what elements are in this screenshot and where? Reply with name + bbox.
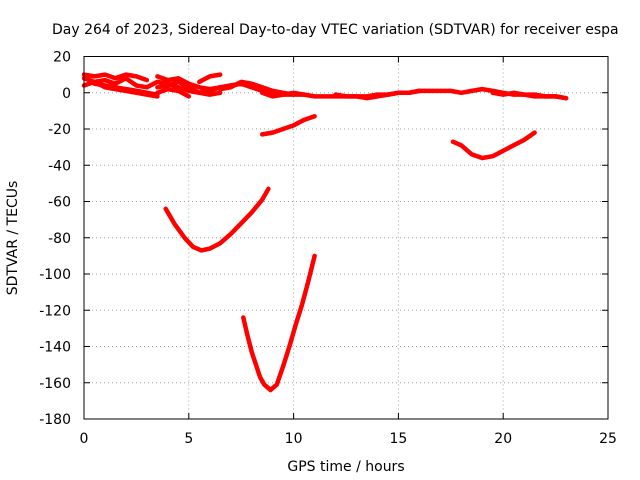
y-tick-label: -80 (48, 231, 71, 247)
y-tick-label: -140 (39, 340, 71, 356)
y-tick-label: 0 (62, 86, 71, 102)
series-line-sat-f (155, 74, 213, 92)
series-line-sat-g (155, 79, 223, 97)
series-line-sat-c (81, 72, 150, 83)
x-tick-label: 10 (285, 431, 303, 447)
y-tick-label: -60 (48, 195, 71, 211)
series-line-sat-l (259, 90, 307, 99)
y-tick-label: -180 (39, 412, 71, 428)
series-line-sat-h (155, 86, 192, 99)
x-tick-label: 0 (80, 431, 89, 447)
series-line-sat-m (333, 88, 422, 101)
x-tick-label: 20 (494, 431, 512, 447)
y-tick-label: -40 (48, 158, 71, 174)
x-tick-label: 5 (184, 431, 193, 447)
series-line-sat-o (259, 114, 317, 137)
x-tick-label: 15 (389, 431, 407, 447)
axis-ticks: 0 5 10 15 20 25 20 0 -20 -40 -60 -80 -100 -120 -140 -16… (39, 50, 617, 448)
series-line-sat-r (241, 253, 317, 393)
series-line-sat-n (490, 90, 569, 101)
y-tick-label: -160 (39, 376, 71, 392)
y-axis-label: SDTVAR / TECUs (5, 181, 21, 296)
series-line-sat-i (197, 72, 223, 85)
y-tick-label: -20 (48, 122, 71, 138)
x-tick-label: 25 (599, 431, 617, 447)
series-line-sat-e (123, 86, 160, 97)
series-line-sat-k (217, 79, 296, 97)
data-series (81, 72, 569, 393)
grid-lines (84, 56, 608, 419)
y-tick-label: 20 (53, 50, 71, 66)
series-line-sat-p (450, 130, 537, 161)
y-tick-label: -120 (39, 303, 71, 319)
series-line-sat-q (163, 186, 271, 253)
x-axis-label: GPS time / hours (287, 459, 404, 475)
chart-title: Day 264 of 2023, Sidereal Day-to-day VTE… (52, 22, 619, 38)
y-tick-label: -100 (39, 267, 71, 283)
